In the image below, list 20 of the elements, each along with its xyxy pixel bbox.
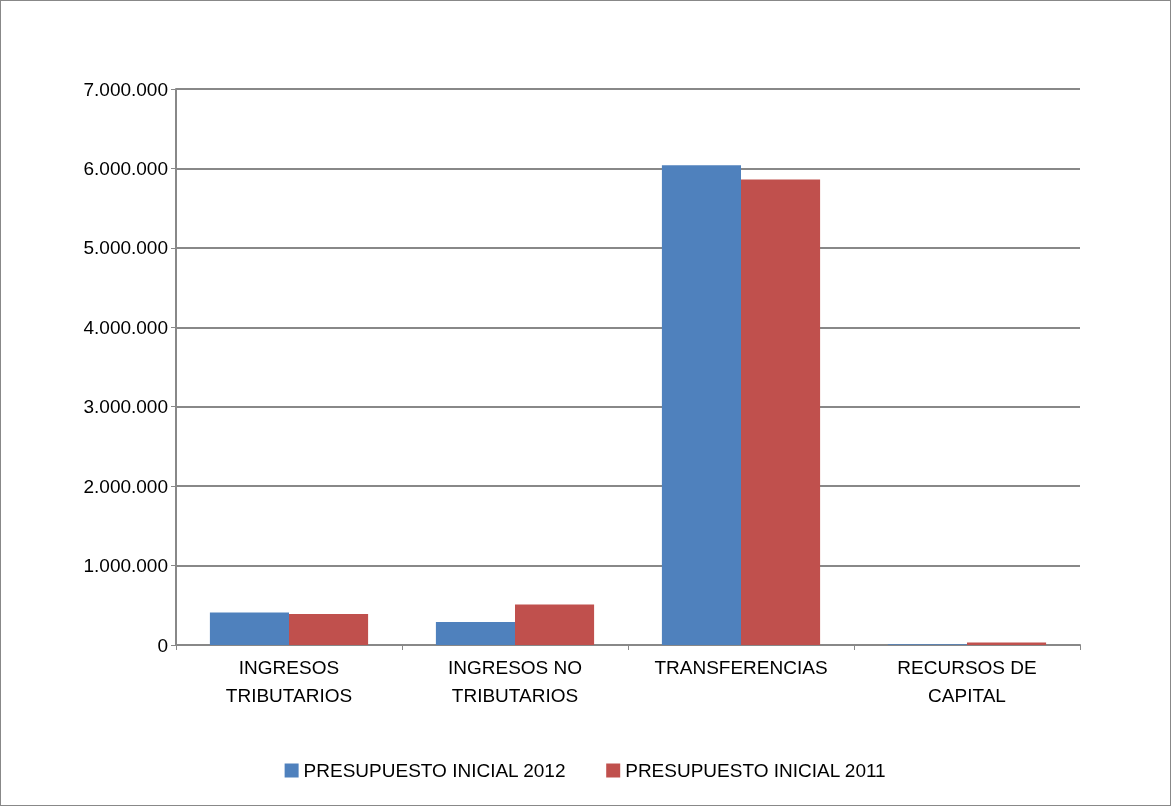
bar <box>209 612 289 645</box>
bar <box>741 179 821 645</box>
legend-label: PRESUPUESTO INICIAL 2011 <box>625 760 886 781</box>
y-tick-label: 5.000.000 <box>83 237 168 259</box>
y-tick-label: 3.000.000 <box>83 396 168 418</box>
bar <box>661 165 741 645</box>
x-tick-label: INGRESOS TRIBUTARIOS <box>225 656 353 706</box>
bar <box>289 614 369 645</box>
y-tick-label: 1.000.000 <box>83 555 168 577</box>
x-tick-label: RECURSOS DE CAPITAL <box>897 656 1037 706</box>
x-tick-label: TRANSFERENCIAS <box>654 656 828 678</box>
y-tick-label: 6.000.000 <box>83 157 168 179</box>
y-tick-label: 0 <box>157 634 168 656</box>
y-tick-label: 4.000.000 <box>83 316 168 338</box>
x-tick-label: INGRESOS NO TRIBUTARIOS <box>447 656 583 706</box>
y-tick-label: 7.000.000 <box>83 78 168 100</box>
bar <box>515 604 595 645</box>
y-tick-label: 2.000.000 <box>83 475 168 497</box>
legend-label: PRESUPUESTO INICIAL 2012 <box>303 760 566 781</box>
bar <box>435 621 515 645</box>
